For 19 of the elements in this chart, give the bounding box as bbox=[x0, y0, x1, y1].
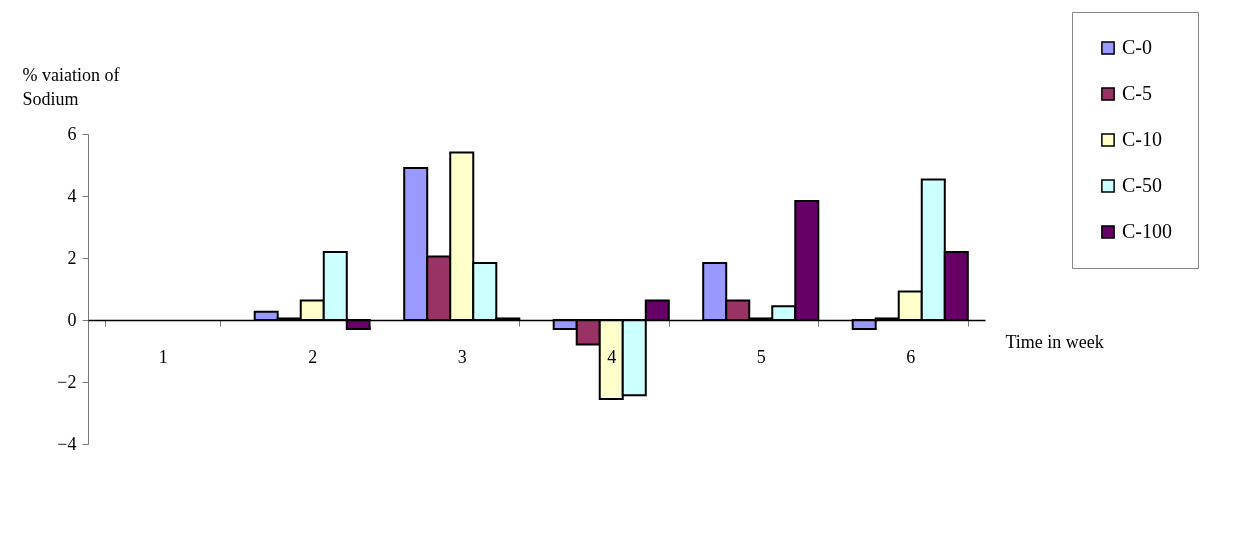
y-tick-label: −4 bbox=[57, 433, 77, 454]
x-axis-title: Time in week bbox=[1005, 331, 1104, 352]
legend-label: C-5 bbox=[1122, 82, 1152, 104]
y-tick-label: 4 bbox=[67, 185, 77, 206]
x-tick-label: 3 bbox=[457, 346, 467, 367]
x-tick-label: 2 bbox=[308, 346, 318, 367]
y-axis-title: % vaiation of Sodium bbox=[22, 64, 120, 109]
legend-label: C-50 bbox=[1122, 174, 1162, 196]
x-tick-label: 4 bbox=[607, 346, 617, 367]
y-tick-label: 2 bbox=[67, 247, 77, 268]
y-tick-label: 0 bbox=[67, 309, 77, 330]
legend-label: C-100 bbox=[1122, 220, 1172, 242]
x-tick-label: 6 bbox=[906, 346, 916, 367]
x-tick-label: 5 bbox=[756, 346, 766, 367]
x-tick-label: 1 bbox=[158, 346, 168, 367]
legend-label: C-10 bbox=[1122, 128, 1162, 150]
y-tick-label: 6 bbox=[67, 123, 77, 144]
legend-label: C-0 bbox=[1122, 36, 1152, 58]
y-tick-label: −2 bbox=[57, 371, 77, 392]
